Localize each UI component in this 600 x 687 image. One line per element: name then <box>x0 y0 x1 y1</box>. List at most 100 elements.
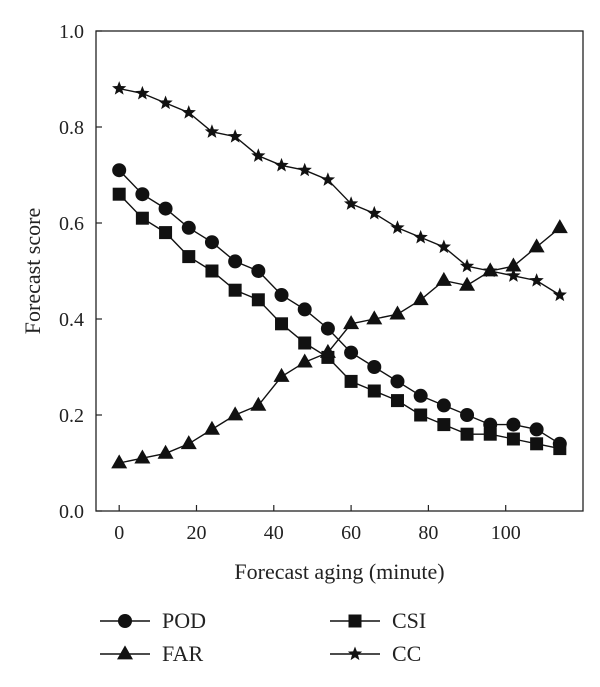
data-point-far <box>389 305 406 320</box>
data-point-pod <box>390 374 405 389</box>
legend-marker-cc <box>347 646 363 661</box>
data-point-far <box>528 238 545 253</box>
data-point-far <box>227 406 244 421</box>
y-tick-label: 0.6 <box>59 213 84 235</box>
data-point-cc <box>320 172 336 186</box>
data-point-cc <box>529 273 544 287</box>
data-point-cc <box>343 196 359 210</box>
legend-item-csi: CSI <box>330 608 426 633</box>
legend-label-far: FAR <box>162 641 203 666</box>
data-point-csi <box>437 418 451 432</box>
data-point-cc <box>483 263 498 278</box>
data-point-pod <box>297 302 312 317</box>
axes: 0.0 0.2 0.4 0.6 0.8 1.0 0 20 40 60 80 100 Forecast a… <box>20 21 584 584</box>
data-point-far <box>111 454 128 469</box>
data-point-csi <box>182 250 196 264</box>
x-tick-label: 20 <box>186 522 206 544</box>
data-point-cc <box>274 157 289 172</box>
data-point-cc <box>552 287 567 302</box>
data-point-cc <box>181 105 196 119</box>
legend-item-far: FAR <box>100 641 203 666</box>
data-point-far <box>296 353 313 368</box>
legend-label-pod: POD <box>162 608 206 633</box>
data-point-far <box>250 396 267 411</box>
data-point-far <box>157 444 174 459</box>
data-point-csi <box>275 317 289 331</box>
data-point-csi <box>205 264 219 278</box>
data-point-far <box>319 343 336 358</box>
data-point-far <box>203 420 220 435</box>
data-point-csi <box>159 226 173 240</box>
data-point-far <box>180 435 197 450</box>
data-point-csi <box>414 408 428 422</box>
series-cc <box>112 81 567 302</box>
data-point-pod <box>413 388 428 403</box>
data-point-pod <box>135 187 150 202</box>
legend-label-cc: CC <box>392 641 421 666</box>
data-point-pod <box>112 163 127 178</box>
data-point-cc <box>135 85 150 100</box>
data-point-csi <box>135 211 149 225</box>
data-point-pod <box>228 254 243 269</box>
data-point-pod <box>158 201 173 216</box>
y-tick-label: 0.4 <box>59 309 84 331</box>
series-line-cc <box>119 87 561 296</box>
data-point-cc <box>367 205 382 220</box>
data-point-pod <box>460 408 475 422</box>
data-point-pod <box>181 220 196 235</box>
data-point-csi <box>483 427 497 441</box>
x-tick-label: 0 <box>114 522 124 544</box>
data-point-csi <box>298 336 312 350</box>
x-axis-label: Forecast aging (minute) <box>234 559 444 584</box>
data-point-csi <box>112 187 126 201</box>
y-tick-label: 0.0 <box>59 501 84 523</box>
data-point-far <box>273 367 290 382</box>
legend: POD CSI FAR CC <box>100 608 426 666</box>
data-point-pod <box>436 398 451 413</box>
y-axis-label: Forecast score <box>20 208 45 334</box>
legend-marker-pod <box>118 614 132 628</box>
y-tick-label: 1.0 <box>59 21 84 43</box>
data-point-cc <box>297 162 312 177</box>
data-point-far <box>343 315 360 330</box>
data-point-csi <box>460 427 474 441</box>
data-point-cc <box>112 81 127 95</box>
data-point-csi <box>344 374 358 388</box>
data-point-csi <box>530 437 544 451</box>
data-point-pod <box>367 360 382 374</box>
legend-marker-csi <box>348 614 362 628</box>
series-far <box>111 219 568 469</box>
legend-marker-far <box>117 645 133 660</box>
data-point-pod <box>274 288 289 302</box>
data-point-pod <box>344 345 359 360</box>
data-point-far <box>134 449 151 464</box>
data-point-pod <box>251 264 266 278</box>
data-point-far <box>505 257 522 272</box>
data-point-cc <box>413 229 428 244</box>
data-point-csi <box>228 283 242 297</box>
series-pod <box>112 163 567 451</box>
data-point-cc <box>459 258 475 273</box>
data-point-pod <box>320 321 335 336</box>
data-point-pod <box>506 417 521 432</box>
data-point-far <box>551 219 568 234</box>
data-point-cc <box>228 129 243 143</box>
data-point-cc <box>251 148 266 162</box>
data-point-csi <box>251 293 265 307</box>
data-point-pod <box>204 235 219 250</box>
data-point-far <box>412 291 429 306</box>
data-point-cc <box>390 220 405 234</box>
x-tick-label: 80 <box>418 522 438 544</box>
y-tick-label: 0.8 <box>59 117 84 139</box>
data-point-csi <box>390 394 404 408</box>
x-tick-label: 100 <box>491 522 521 544</box>
data-point-far <box>435 271 452 286</box>
data-point-cc <box>506 268 521 282</box>
plot-area <box>111 81 568 469</box>
legend-label-csi: CSI <box>392 608 426 633</box>
x-tick-label: 40 <box>264 522 284 544</box>
y-tick-label: 0.2 <box>59 405 84 427</box>
series-csi <box>112 187 567 456</box>
